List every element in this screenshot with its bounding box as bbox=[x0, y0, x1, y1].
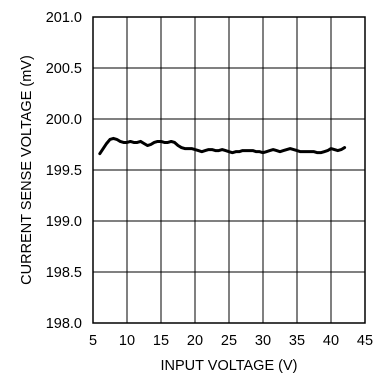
x-tick-label: 35 bbox=[289, 333, 305, 349]
y-tick-label: 198.0 bbox=[46, 316, 82, 332]
x-tick-label: 30 bbox=[255, 333, 271, 349]
y-tick-label: 199.5 bbox=[46, 163, 82, 179]
y-tick-label: 198.5 bbox=[46, 265, 82, 281]
series-line bbox=[98, 136, 347, 156]
y-tick-labels: 198.0 198.5 199.0 199.5 200.0 200.5 201.0 bbox=[46, 10, 82, 332]
x-tick-labels: 5 10 15 20 25 30 35 40 45 bbox=[89, 333, 373, 349]
y-tick-label: 200.5 bbox=[46, 61, 82, 77]
y-tick-label: 199.0 bbox=[46, 214, 82, 230]
x-tick-label: 20 bbox=[187, 333, 203, 349]
x-tick-label: 25 bbox=[221, 333, 237, 349]
x-tick-label: 45 bbox=[357, 333, 373, 349]
x-tick-label: 10 bbox=[119, 333, 135, 349]
y-tick-label: 201.0 bbox=[46, 10, 82, 26]
x-axis-title: INPUT VOLTAGE (V) bbox=[161, 358, 298, 374]
x-tick-label: 15 bbox=[153, 333, 169, 349]
x-tick-label: 5 bbox=[89, 333, 97, 349]
series-layer bbox=[98, 136, 347, 156]
y-axis-title: CURRENT SENSE VOLTAGE (mV) bbox=[19, 55, 35, 285]
plot-frame bbox=[92, 16, 366, 324]
grid bbox=[92, 16, 366, 324]
x-tick-label: 40 bbox=[323, 333, 339, 349]
y-tick-label: 200.0 bbox=[46, 112, 82, 128]
